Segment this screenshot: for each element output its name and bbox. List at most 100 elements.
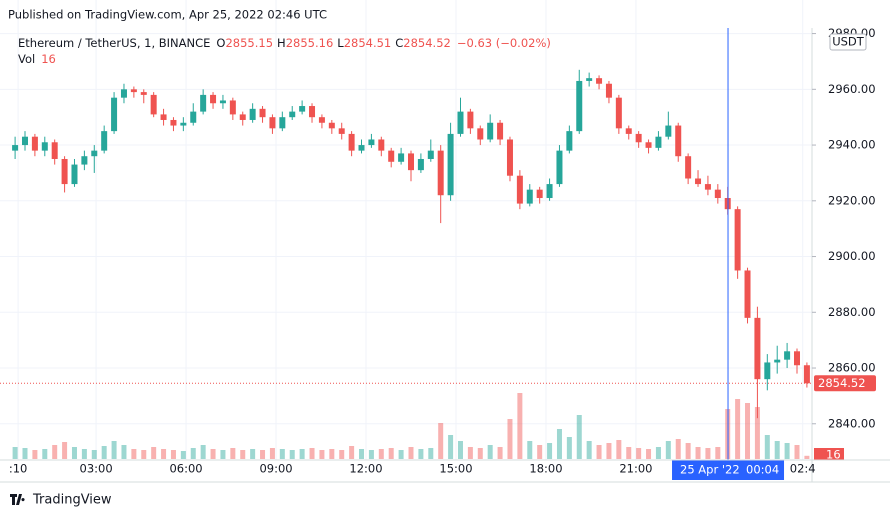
volume-bar (606, 443, 612, 459)
volume-bar (626, 447, 632, 459)
candle-body (51, 142, 58, 159)
candle-body (526, 189, 533, 204)
volume-bar (754, 407, 760, 459)
crosshair-time: 00:04 (746, 463, 779, 477)
volume-bar (438, 423, 444, 459)
x-tick-label: 03:00 (80, 462, 113, 476)
brand-name: TradingView (32, 493, 112, 508)
candle-body (576, 80, 583, 132)
volume-bar (368, 450, 374, 459)
volume-last-label: 16 (826, 448, 841, 462)
volume-bar (784, 443, 790, 459)
volume-bar (32, 450, 38, 459)
o-label: O (216, 36, 225, 50)
candle-body (150, 94, 157, 115)
volume-bar (378, 449, 384, 459)
volume-bar (62, 442, 68, 459)
candle-body (477, 128, 484, 140)
candle-body (170, 119, 177, 126)
candle-body (200, 94, 207, 112)
x-tick-label: 02:4 (790, 462, 816, 476)
volume-bar (398, 450, 404, 459)
volume-bar (408, 447, 414, 459)
candle-body (12, 145, 19, 151)
volume-pane (12, 393, 810, 459)
x-tick-label: 21:00 (619, 462, 652, 476)
y-tick-label: 2920.00 (828, 193, 876, 207)
volume-bar (52, 445, 58, 459)
volume-bar (547, 443, 553, 459)
volume-bar (71, 447, 77, 459)
x-tick-label: 18:00 (529, 462, 562, 476)
candle-body (447, 133, 454, 196)
volume-bar (794, 445, 800, 459)
candle-body (71, 164, 78, 185)
volume-bar (170, 450, 176, 459)
volume-bar (309, 448, 315, 459)
candle-body (665, 125, 672, 137)
volume-bar (359, 449, 365, 459)
crosshair-box (672, 460, 785, 480)
volume-bar (299, 449, 305, 459)
brand-logo (10, 494, 25, 505)
volume-last-box (814, 448, 844, 460)
volume-bar (121, 445, 127, 459)
candle-body (506, 139, 513, 176)
y-tick-label: 2900.00 (828, 249, 876, 263)
candle-body (467, 111, 474, 129)
candle-body (358, 145, 365, 151)
volume-bar (428, 448, 434, 459)
volume-bar (685, 443, 691, 459)
candle-body (536, 189, 543, 199)
volume-bar (42, 449, 48, 459)
x-tick-label: 12:00 (349, 462, 382, 476)
candle-body (160, 114, 167, 120)
h-label: H (277, 36, 286, 50)
candle-body (497, 122, 504, 140)
c-value: 2854.52 (403, 36, 451, 50)
last-price-box (814, 375, 876, 392)
candle-body (289, 111, 296, 118)
volume-bar (269, 448, 275, 459)
published-note: Published on TradingView.com, Apr 25, 20… (8, 8, 327, 22)
candle-body (309, 106, 316, 118)
volume-bar (556, 429, 562, 459)
volume-bar (745, 403, 751, 459)
volume-bar (804, 455, 810, 459)
h-value: 2855.16 (286, 36, 334, 50)
candle-body (299, 106, 306, 112)
candle-body (190, 111, 197, 123)
volume-bar (240, 450, 246, 459)
volume-bar (527, 441, 533, 459)
volume-bar (507, 419, 513, 459)
candle-body (318, 117, 325, 123)
brand: TradingView (10, 493, 112, 508)
candle-body (101, 131, 108, 151)
candle-body (635, 133, 642, 143)
volume-bar (260, 450, 266, 459)
volume-bar (91, 450, 97, 459)
candle-body (328, 122, 335, 129)
volume-bar (230, 448, 236, 459)
volume-bar (339, 450, 345, 459)
crosshair-date: 25 Apr '22 (680, 463, 740, 477)
candle-body (556, 150, 563, 185)
volume-bar (566, 437, 572, 459)
volume-bar (774, 441, 780, 459)
volume-bar (764, 435, 770, 459)
o-value: 2855.15 (225, 36, 273, 50)
volume-bar (200, 445, 206, 459)
candle-body (685, 156, 692, 179)
volume-bar (418, 449, 424, 459)
candle-body (695, 178, 702, 185)
volume-bar (467, 447, 473, 459)
volume-bar (517, 393, 523, 459)
candle-body (417, 158, 424, 171)
candle-body (180, 122, 187, 126)
volume-bar (279, 449, 285, 459)
volume-bar (715, 447, 721, 459)
candle-body (754, 317, 761, 380)
y-tick-label: 2960.00 (828, 82, 876, 96)
candle-body (546, 184, 553, 199)
